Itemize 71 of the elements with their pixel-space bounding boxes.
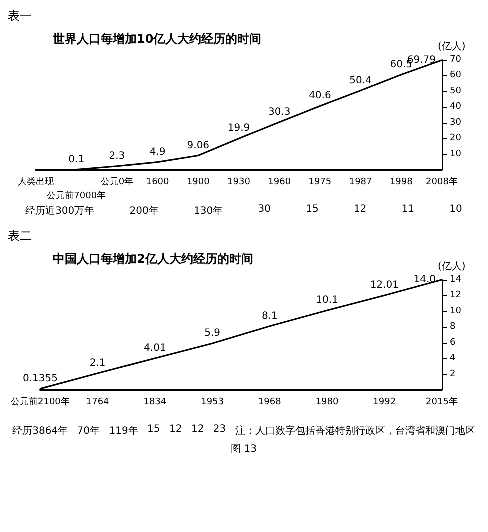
- text: 经历近300万年: [24, 204, 96, 218]
- y-tick-label: 60: [450, 70, 462, 81]
- chart-title: 表一: [8, 8, 33, 24]
- y-tick-label: 40: [450, 102, 462, 112]
- data-label: 50.4: [350, 75, 372, 86]
- text: 30: [257, 204, 272, 217]
- x-tick-label: 2015年: [426, 396, 458, 408]
- data-label: 4.01: [144, 342, 166, 354]
- x-tick-label: 1764: [86, 398, 110, 408]
- x-tick-label: 1998: [390, 178, 414, 188]
- x-tick-label: 1953: [201, 398, 224, 408]
- x-tick-label: 人类出现: [18, 176, 54, 188]
- data-label: 0.1355: [22, 373, 58, 384]
- x-tick-label: 1975: [308, 178, 332, 188]
- y-axis-title: (亿人): [438, 262, 466, 272]
- x-tick-label: 1900: [186, 178, 210, 188]
- y-tick-label: 10: [450, 306, 462, 316]
- data-label: 2.3: [109, 150, 126, 162]
- text: 12: [190, 424, 206, 437]
- data-label: 8.1: [262, 310, 278, 322]
- x-tick-label: 1930: [228, 178, 251, 188]
- x-tick-label: 2008年: [426, 176, 458, 188]
- data-label: 0.1: [68, 154, 85, 166]
- data-label: 10.1: [316, 295, 338, 306]
- text: 15: [305, 204, 320, 217]
- data-label: 5.9: [204, 328, 220, 340]
- data-label: 40.6: [309, 90, 332, 102]
- chart-subtitle: 世界人口每增加10亿人大约经历的时间: [52, 32, 262, 46]
- chart-subtitle: 中国人口每增加2亿人大约经历的时间: [53, 252, 254, 266]
- x-tick-label: 公元前2100年: [11, 396, 70, 408]
- text: 70年: [76, 425, 102, 438]
- y-tick-label: 70: [450, 55, 462, 65]
- y-tick-label: 12: [450, 290, 462, 301]
- text: 注：人口数字包括香港特别行政区，台湾省和澳门地区: [234, 424, 476, 438]
- text: 15: [146, 424, 162, 437]
- data-label: 14.0: [414, 274, 436, 286]
- y-tick-label: 2: [450, 369, 456, 380]
- caption: 图 13: [230, 443, 258, 456]
- text: 200年: [128, 205, 160, 218]
- text: 130年: [193, 205, 224, 218]
- x-tick-label: 1968: [258, 398, 282, 408]
- text: 12: [352, 204, 368, 217]
- x-tick-label: 公元0年: [100, 176, 134, 188]
- y-tick-label: 14: [450, 275, 462, 285]
- x-tick-label: 1980: [316, 398, 339, 408]
- x-tick-label: 1600: [146, 178, 170, 188]
- data-label: 4.9: [150, 146, 166, 158]
- x-tick-label: 1992: [373, 398, 396, 408]
- text: 119年: [108, 425, 140, 438]
- y-tick-label: 20: [450, 134, 462, 144]
- x-tick-label: 1960: [268, 178, 292, 188]
- text: 11: [400, 204, 416, 217]
- y-tick-label: 6: [450, 338, 456, 348]
- text: 23: [212, 424, 228, 437]
- chart-title: 表二: [8, 228, 33, 244]
- x-tick-label: 1834: [144, 398, 167, 408]
- y-tick-label: 8: [450, 322, 456, 332]
- data-label: 12.01: [370, 280, 399, 292]
- text: 经历3864年: [12, 425, 70, 438]
- y-tick-label: 50: [450, 86, 462, 96]
- data-label: 19.9: [228, 123, 250, 134]
- x-tick-label: 公元前7000年: [47, 190, 106, 202]
- data-label: 2.1: [90, 358, 106, 369]
- y-tick-label: 4: [450, 354, 456, 364]
- y-tick-label: 10: [450, 149, 462, 160]
- x-tick-label: 1987: [349, 178, 372, 188]
- text: 12: [168, 424, 184, 437]
- y-axis-title: (亿人): [438, 42, 466, 52]
- y-tick-label: 30: [450, 118, 462, 128]
- data-label: 30.3: [268, 106, 291, 118]
- data-label: 9.06: [187, 140, 210, 152]
